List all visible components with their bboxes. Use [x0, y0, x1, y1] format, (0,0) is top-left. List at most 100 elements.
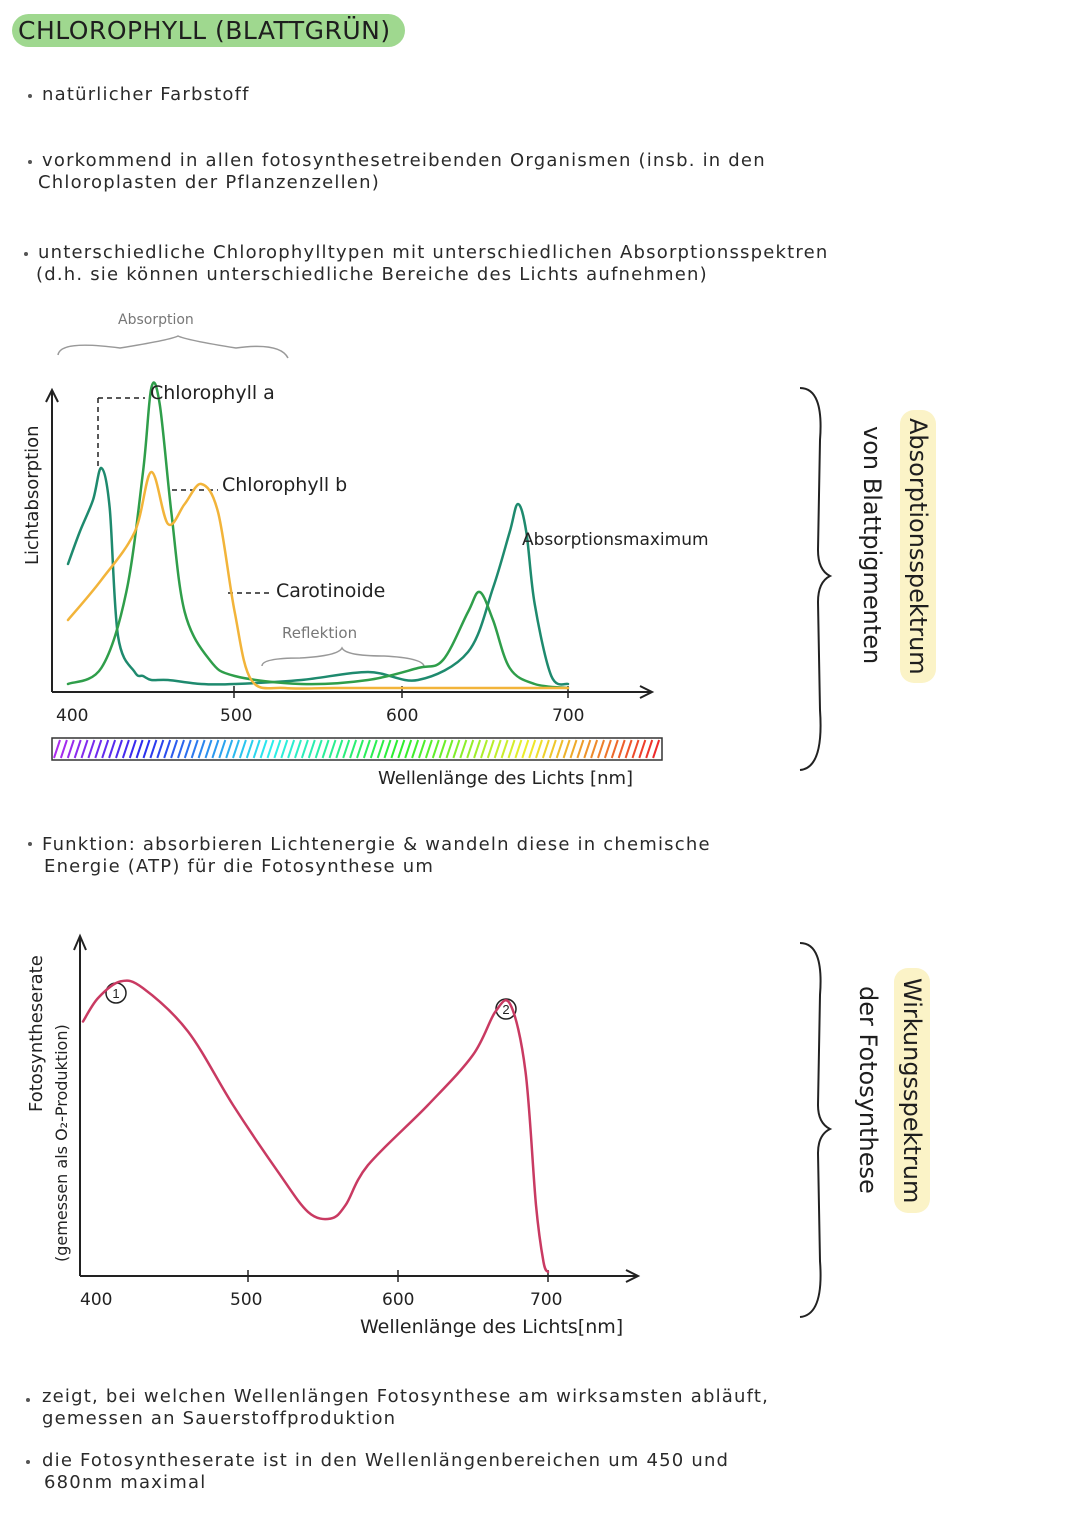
spectrum-stripe: [514, 739, 523, 759]
chart2-tick-label-400: 400: [80, 1290, 113, 1310]
spectrum-stripe: [356, 739, 364, 759]
spectrum-stripe: [535, 739, 543, 759]
chart1-xlabel: Wellenlänge des Lichts [nm]: [378, 768, 634, 789]
chl-a-label: Chlorophyll a: [150, 382, 275, 404]
spectrum-stripe: [369, 739, 378, 759]
action-spectrum-title: Wirkungsspektrum: [894, 968, 930, 1214]
spectrum-stripe: [576, 739, 585, 759]
spectrum-stripe: [190, 739, 199, 759]
chart2-tick-label-700: 700: [530, 1290, 563, 1310]
spectrum-stripe: [300, 739, 309, 759]
chart1-tick-label-700: 700: [552, 706, 585, 726]
chart1-y-arrow: [45, 387, 59, 403]
spectrum-stripe: [101, 739, 110, 759]
spectrum-stripe: [480, 739, 488, 759]
spectrum-stripe: [121, 739, 130, 759]
spectrum-stripe: [404, 739, 413, 759]
absorption-brace-label: Absorption: [118, 312, 194, 328]
spectrum-stripe: [142, 739, 151, 759]
spectrum-stripe: [266, 739, 275, 759]
spectrum-stripe: [80, 739, 89, 759]
spectrum-stripe: [183, 739, 192, 759]
spectrum-stripe: [473, 739, 482, 759]
spectrum-stripe: [349, 739, 358, 759]
spectrum-stripe: [590, 739, 599, 759]
spectrum-stripe: [156, 739, 165, 759]
bullet-natural-pigment: natürlicher Farbstoff: [42, 84, 250, 105]
spectrum-stripe: [528, 739, 537, 759]
marker-2: 2: [502, 1002, 509, 1017]
spectrum-stripe: [569, 739, 578, 759]
reflektion-brace: [261, 646, 425, 667]
spectrum-stripe: [211, 739, 220, 759]
bottom-bullet-2-line-1: die Fotosyntheserate ist in den Wellenlä…: [42, 1450, 730, 1471]
spectrum-stripe: [287, 739, 296, 759]
chart1-series-group: [66, 381, 570, 690]
spectrum-stripe: [624, 739, 633, 759]
spectrum-stripe: [307, 739, 316, 759]
spectrum-stripe: [583, 739, 592, 759]
chart2-series-group: [81, 979, 550, 1274]
spectrum-stripe: [328, 739, 337, 759]
spectrum-stripe: [280, 739, 289, 759]
spectrum-stripe: [53, 739, 61, 759]
chl-b-label: Chlorophyll b: [222, 474, 348, 496]
spectrum-stripe: [273, 739, 282, 759]
chart1-tick-label-500: 500: [220, 706, 253, 726]
chart1-series-line-1: [66, 381, 570, 690]
spectrum-stripe: [314, 739, 323, 759]
bullet-types-line-1: unterschiedliche Chlorophylltypen mit un…: [38, 242, 829, 263]
chart2-tick-label-500: 500: [230, 1290, 263, 1310]
spectrum-stripe: [204, 739, 213, 759]
spectrum-stripe: [73, 739, 82, 759]
chart1-side-brace: [799, 387, 833, 771]
chart1-series-line-2: [66, 470, 570, 690]
absorption-brace: [57, 335, 289, 359]
spectrum-stripes: [53, 739, 661, 759]
function-line-2: Energie (ATP) für die Fotosynthese um: [44, 856, 435, 877]
bottom-bullet-2-line-2: 680nm maximal: [44, 1472, 207, 1493]
chart1-tick-label-600: 600: [386, 706, 419, 726]
spectrum-stripe: [562, 739, 571, 759]
spectrum-stripe: [507, 739, 516, 759]
spectrum-stripe: [197, 739, 206, 759]
spectrum-stripe: [631, 739, 640, 759]
spectrum-stripe: [397, 739, 406, 759]
spectrum-stripe: [486, 739, 495, 759]
spectrum-stripe: [645, 739, 654, 759]
spectrum-stripe: [238, 739, 247, 759]
bottom-bullet-1-line-1: zeigt, bei welchen Wellenlängen Fotosynt…: [42, 1386, 770, 1407]
spectrum-stripe: [431, 739, 440, 759]
spectrum-stripe: [610, 739, 619, 759]
spectrum-stripe: [232, 739, 240, 759]
spectrum-stripe: [438, 739, 447, 759]
spectrum-stripe: [128, 739, 137, 759]
chart2-series-line-0: [81, 979, 550, 1274]
spectrum-stripe: [411, 739, 420, 759]
spectrum-stripe: [362, 739, 371, 759]
spectrum-stripe: [638, 739, 647, 759]
spectrum-stripe: [466, 739, 475, 759]
page-title: CHLOROPHYLL (BLATTGRÜN): [18, 16, 391, 45]
spectrum-stripe: [555, 739, 564, 759]
spectrum-stripe: [424, 739, 433, 759]
spectrum-stripe: [108, 739, 117, 759]
spectrum-stripe: [390, 739, 399, 759]
spectrum-stripe: [149, 739, 158, 759]
spectrum-stripe: [452, 739, 461, 759]
absorption-spectrum-title: Absorptionsspektrum: [900, 410, 936, 683]
function-line-1: Funktion: absorbieren Lichtenergie & wan…: [42, 834, 711, 855]
spectrum-stripe: [115, 739, 123, 759]
chart1-x-arrow: [639, 685, 655, 699]
chart2-y-arrow: [73, 933, 87, 951]
bullet-dot: [24, 252, 28, 256]
spectrum-stripe: [383, 739, 392, 759]
action-spectrum-subtitle: der Fotosynthese: [854, 986, 882, 1194]
spectrum-stripe: [225, 739, 234, 759]
spectrum-stripe: [245, 739, 254, 759]
spectrum-stripe: [177, 739, 185, 759]
spectrum-stripe: [617, 739, 626, 759]
spectrum-stripe: [66, 739, 75, 759]
bullet-dot: [28, 160, 32, 164]
spectrum-stripe: [163, 739, 172, 759]
